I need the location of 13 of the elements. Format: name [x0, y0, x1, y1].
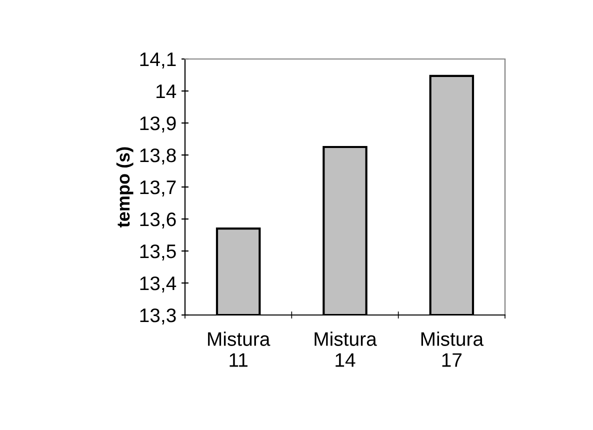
y-tick-label: 13,4 [140, 276, 176, 293]
x-tick-label: Mistura 17 [421, 332, 484, 367]
y-tick-label: 13,9 [140, 116, 176, 133]
y-tick-label: 13,7 [140, 180, 176, 197]
x-tick-label: Mistura 14 [314, 332, 377, 367]
x-tick-label: Mistura 11 [208, 332, 270, 367]
y-tick-label: 14 [156, 84, 176, 98]
y-tick-label: 13,6 [140, 212, 176, 229]
y-axis-title: tempo (s) [116, 147, 134, 228]
y-tick-label: 13,5 [140, 244, 176, 261]
y-tick-label: 14,1 [140, 52, 176, 69]
y-tick-label: 13,3 [140, 308, 176, 325]
y-tick-label: 13,8 [140, 148, 176, 165]
